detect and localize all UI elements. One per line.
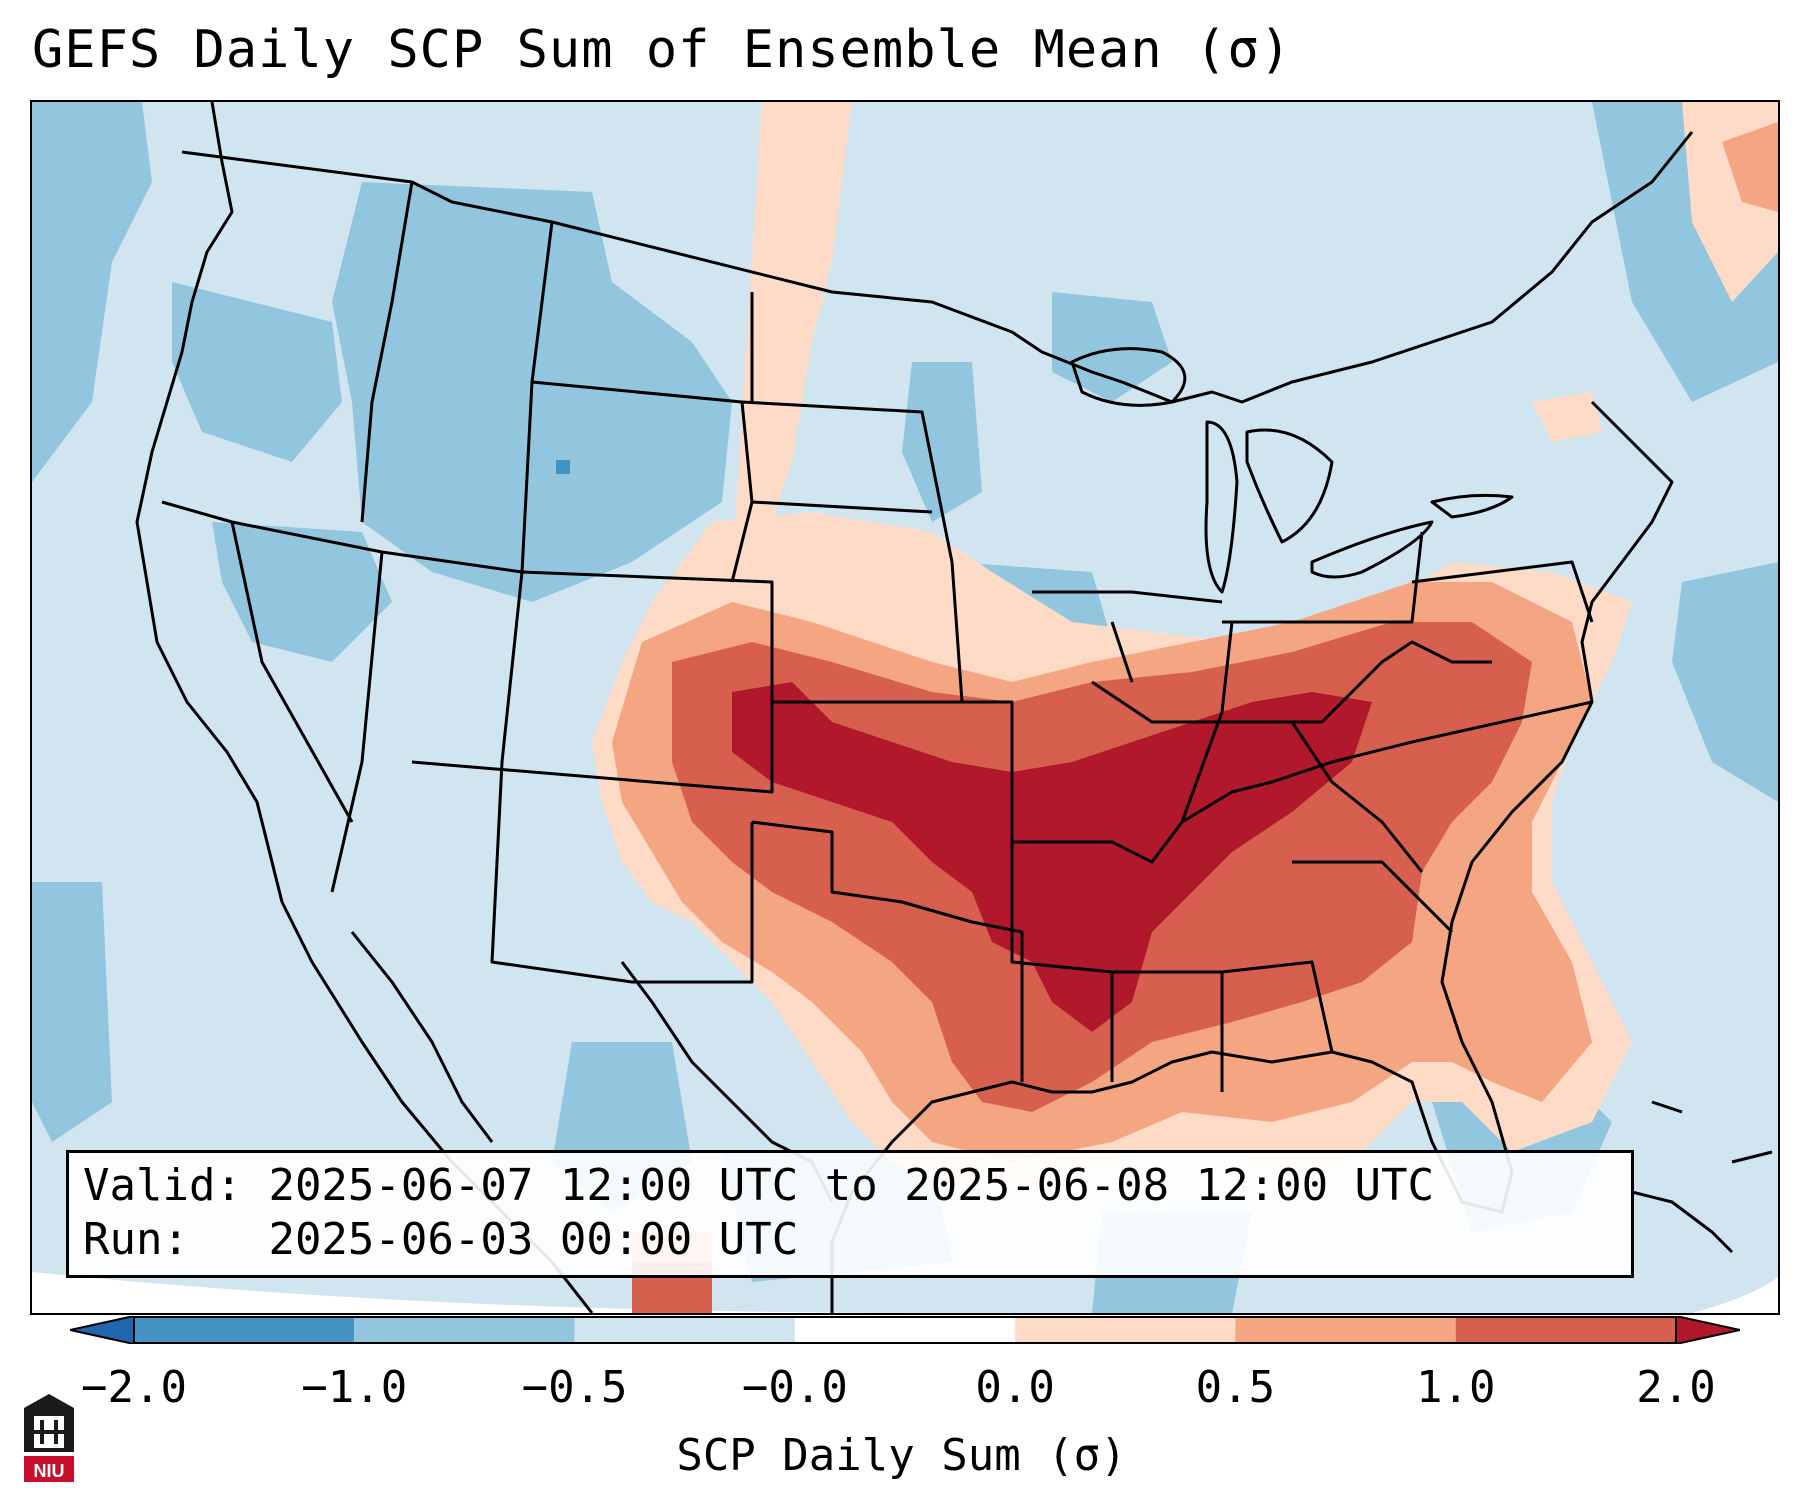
map-panel (30, 100, 1780, 1315)
domain-edge-se (1692, 1277, 1778, 1313)
chart-title: GEFS Daily SCP Sum of Ensemble Mean (σ) (32, 20, 1292, 80)
colorbar-label: SCP Daily Sum (σ) (676, 1430, 1127, 1481)
niu-logo: NIU (24, 1394, 74, 1482)
domain-edge-sw (32, 1272, 932, 1313)
colorbar-tick-label: 1.0 (1415, 1362, 1496, 1413)
colorbar-bin (354, 1316, 575, 1344)
run-value: 2025-06-03 00:00 UTC (268, 1214, 799, 1265)
run-label: Run: (83, 1214, 189, 1265)
colorbar (70, 1316, 1740, 1344)
colorbar-frame (133, 1316, 1677, 1344)
colorbar-bin (1235, 1316, 1456, 1344)
colorbar-bin (574, 1316, 795, 1344)
run-info-box: Valid: 2025-06-07 12:00 UTC to 2025-06-0… (66, 1150, 1634, 1278)
valid-value: 2025-06-07 12:00 UTC to 2025-06-08 12:00… (268, 1160, 1435, 1211)
logo-text: NIU (34, 1461, 65, 1481)
colorbar-extend-low (70, 1316, 135, 1344)
colorbar-bin (134, 1316, 355, 1344)
field-positive-extreme (732, 682, 1372, 1032)
colorbar-bin (1015, 1316, 1236, 1344)
colorbar-tick-label: 2.0 (1636, 1362, 1716, 1413)
colorbar-tick-label: −2.0 (81, 1362, 187, 1413)
colorbar-bin (1455, 1316, 1676, 1344)
valid-label: Valid: (83, 1160, 242, 1211)
map-outlines (135, 102, 1773, 1313)
colorbar-tick-label: 0.0 (975, 1362, 1055, 1413)
field-negative-spot (556, 460, 570, 474)
scp-map (32, 102, 1778, 1313)
colorbar-tick-label: −0.0 (741, 1362, 848, 1413)
colorbar-extend-high (1675, 1316, 1740, 1344)
colorbar-tick-label: −1.0 (301, 1362, 408, 1413)
colorbar-tick-label: 0.5 (1195, 1362, 1276, 1413)
colorbar-bin (794, 1316, 1016, 1344)
colorbar-tick-label: −0.5 (521, 1362, 628, 1413)
